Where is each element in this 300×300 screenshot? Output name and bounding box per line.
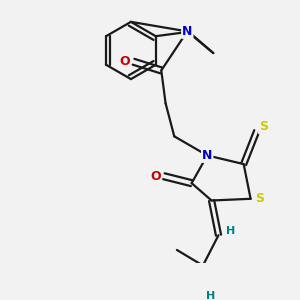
Text: N: N (182, 25, 193, 38)
Text: N: N (202, 149, 212, 162)
Text: H: H (206, 291, 215, 300)
Text: S: S (259, 120, 268, 133)
Text: O: O (150, 170, 160, 183)
Text: O: O (119, 55, 130, 68)
Text: H: H (226, 226, 235, 236)
Text: S: S (255, 192, 264, 205)
